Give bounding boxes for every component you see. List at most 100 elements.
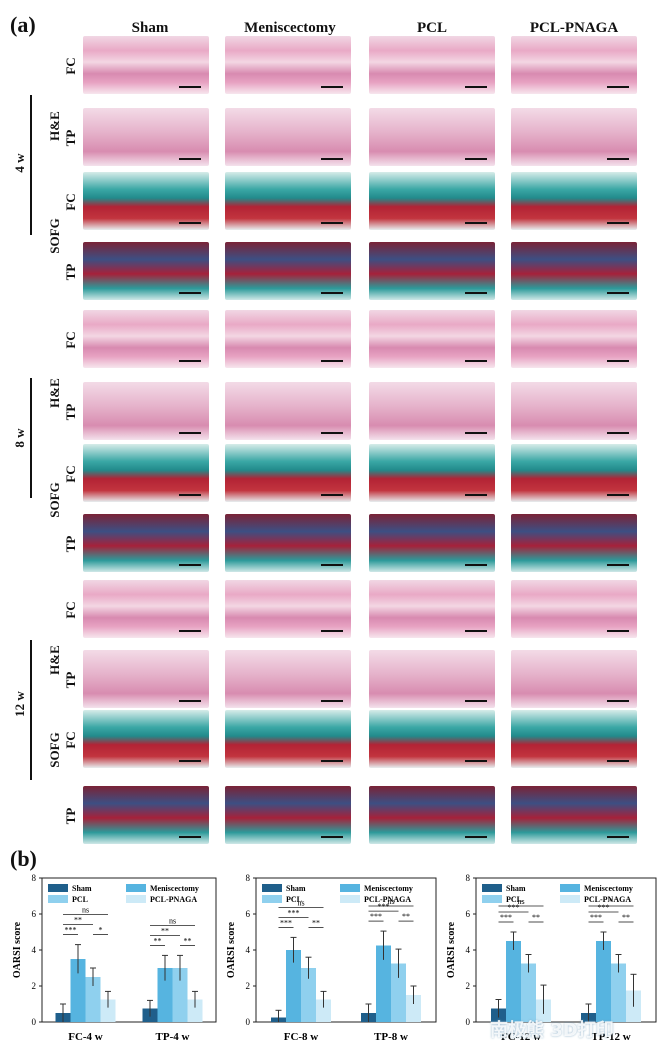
x-tick-label: TP-12 w <box>591 1031 630 1043</box>
scale-bar <box>179 86 201 88</box>
y-tick-label: 2 <box>32 981 37 991</box>
significance-label: ns <box>297 898 304 907</box>
y-tick-label: 4 <box>246 945 251 955</box>
y-tick-label: 0 <box>466 1017 471 1027</box>
histology-image <box>83 514 209 572</box>
histology-image <box>369 786 495 844</box>
row-label-tp: TP <box>63 403 78 421</box>
stain-label-sofg-12w: SOFG <box>47 732 62 768</box>
significance-label: ns <box>82 906 89 915</box>
legend-label: Sham <box>72 884 92 893</box>
x-tick-label: FC-4 w <box>68 1031 103 1043</box>
scale-bar <box>607 432 629 434</box>
histology-image <box>511 786 637 844</box>
row-label-tp: TP <box>63 807 78 825</box>
histology-image <box>511 310 637 368</box>
histology-image <box>511 650 637 708</box>
legend-label: Sham <box>286 884 306 893</box>
y-tick-label: 8 <box>32 873 37 883</box>
legend-swatch <box>48 884 68 892</box>
row-label-tp: TP <box>63 129 78 147</box>
scale-bar <box>465 222 487 224</box>
x-tick-label: FC-8 w <box>284 1031 319 1043</box>
bar <box>157 968 173 1022</box>
legend-label: PCL-PNAGA <box>150 895 197 904</box>
bar <box>506 941 521 1022</box>
histology-image <box>83 580 209 638</box>
bar <box>391 963 406 1022</box>
histology-image <box>225 108 351 166</box>
histology-image <box>83 444 209 502</box>
bar <box>85 977 101 1022</box>
histology-image <box>369 242 495 300</box>
histology-image <box>511 108 637 166</box>
histology-image <box>225 786 351 844</box>
legend-label: PCL-PNAGA <box>584 895 631 904</box>
scale-bar <box>321 86 343 88</box>
scale-bar <box>465 564 487 566</box>
panel-a-label: (a) <box>10 12 36 37</box>
scale-bar <box>179 564 201 566</box>
legend-swatch <box>340 895 360 903</box>
bar <box>172 968 188 1022</box>
week-8-bar <box>30 378 32 498</box>
y-tick-label: 4 <box>466 945 471 955</box>
histology-image <box>225 650 351 708</box>
legend-label: Meniscectomy <box>584 884 633 893</box>
histology-image <box>225 382 351 440</box>
legend-swatch <box>340 884 360 892</box>
scale-bar <box>607 760 629 762</box>
week-4-bar <box>30 95 32 235</box>
histology-image <box>225 710 351 768</box>
column-header-pcl-pnaga: PCL-PNAGA <box>529 20 619 36</box>
y-tick-label: 0 <box>32 1017 37 1027</box>
legend-label: PCL <box>506 895 522 904</box>
column-header-sham: Sham <box>131 20 169 36</box>
scale-bar <box>465 292 487 294</box>
legend-swatch <box>482 895 502 903</box>
y-tick-label: 6 <box>466 909 471 919</box>
significance-label: *** <box>280 918 292 927</box>
scale-bar <box>179 158 201 160</box>
y-tick-label: 4 <box>32 945 37 955</box>
histology-image <box>511 242 637 300</box>
histology-image <box>369 382 495 440</box>
legend-label: PCL <box>286 895 302 904</box>
histology-image <box>83 710 209 768</box>
y-tick-label: 0 <box>246 1017 251 1027</box>
significance-label: *** <box>500 913 512 922</box>
legend-label: Meniscectomy <box>150 884 199 893</box>
scale-bar <box>179 760 201 762</box>
row-label-tp: TP <box>63 671 78 689</box>
histology-image <box>83 310 209 368</box>
significance-label: *** <box>378 902 390 911</box>
scale-bar <box>607 222 629 224</box>
bar <box>187 999 203 1022</box>
histology-image <box>511 710 637 768</box>
week-12-label: 12 w <box>12 691 27 717</box>
legend-swatch <box>262 884 282 892</box>
x-tick-label: TP-8 w <box>374 1031 408 1043</box>
scale-bar <box>607 564 629 566</box>
scale-bar <box>179 360 201 362</box>
stain-label-sofg-4w: SOFG <box>47 218 62 254</box>
significance-label: ** <box>532 913 540 922</box>
bar <box>100 999 116 1022</box>
histology-image <box>369 650 495 708</box>
column-header-pcl: PCL <box>417 20 447 36</box>
significance-label: *** <box>590 913 602 922</box>
row-label-fc: FC <box>63 193 78 211</box>
y-tick-label: 8 <box>466 873 471 883</box>
y-tick-label: 8 <box>246 873 251 883</box>
histology-image <box>225 444 351 502</box>
scale-bar <box>321 630 343 632</box>
histology-image <box>83 242 209 300</box>
scale-bar <box>607 360 629 362</box>
oarsi-chart-12w: 0 2 4 6 8 OARSI score Sham Meniscectomy PCL PCL-P… <box>446 873 657 1043</box>
row-label-fc: FC <box>63 465 78 483</box>
bar <box>596 941 611 1022</box>
bar <box>286 950 301 1022</box>
scale-bar <box>465 158 487 160</box>
scale-bar <box>465 494 487 496</box>
histology-image <box>369 710 495 768</box>
